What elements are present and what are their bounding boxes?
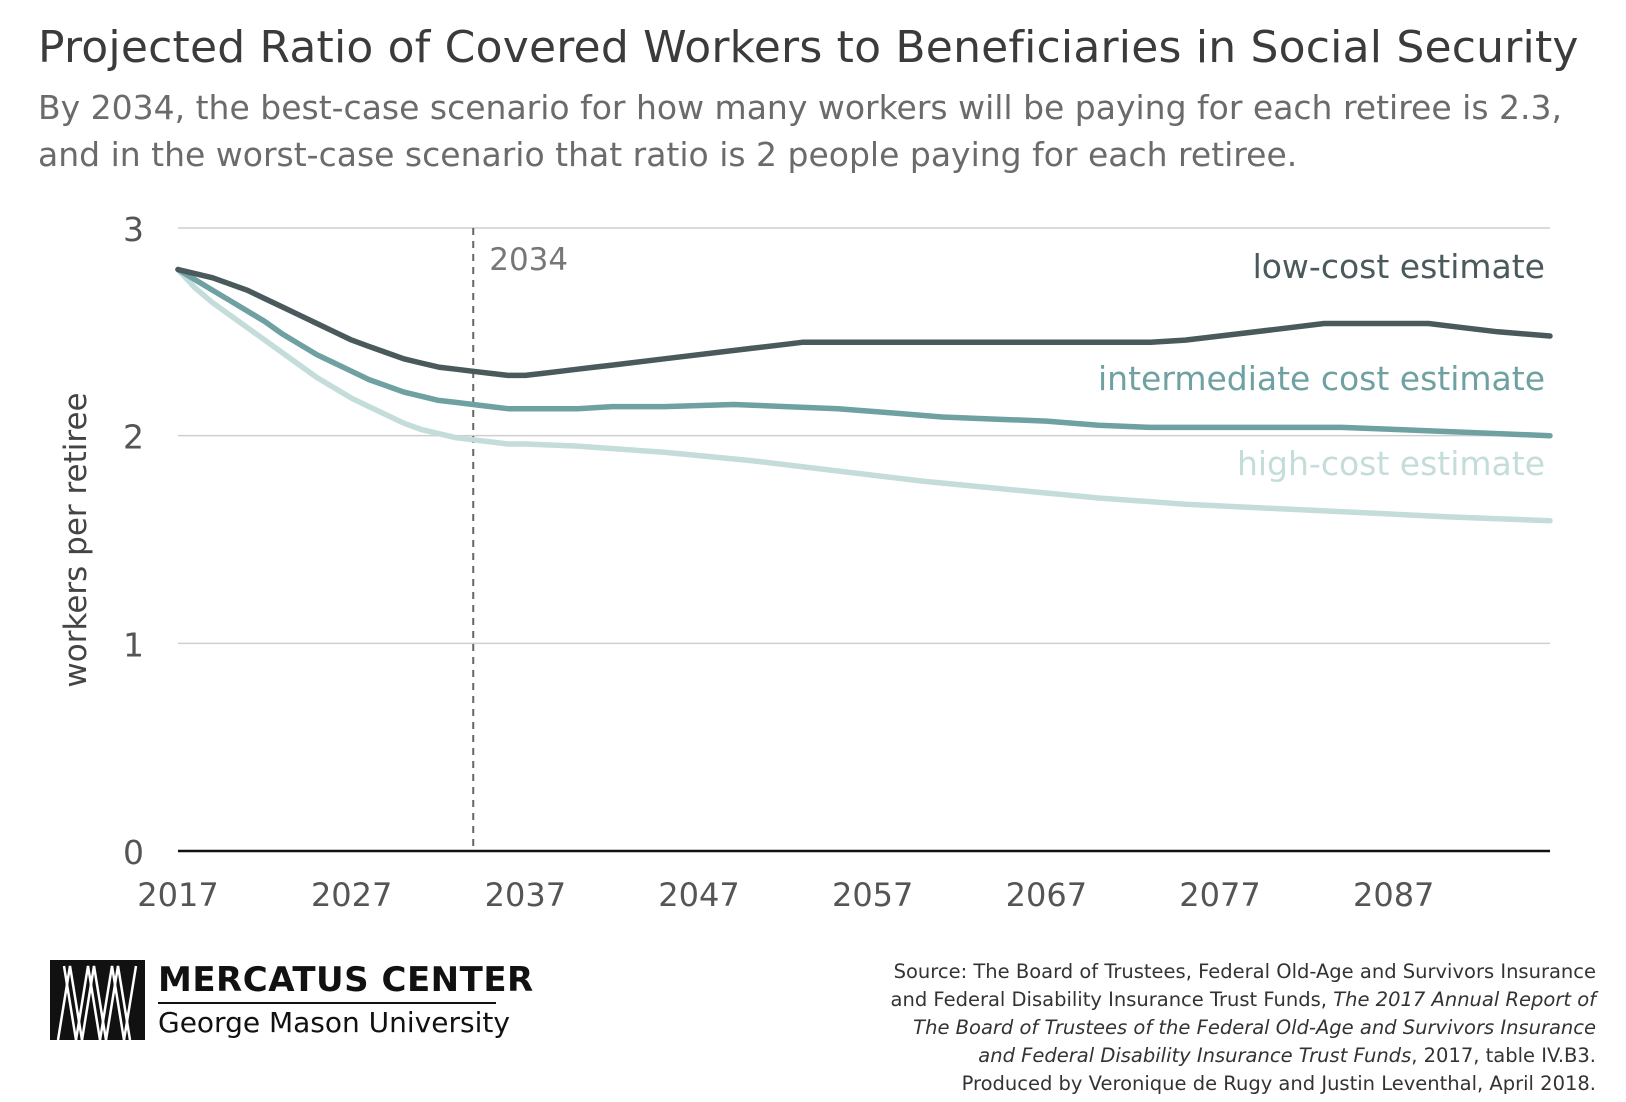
series-label: intermediate cost estimate	[1098, 359, 1545, 398]
logo-divider	[158, 1002, 496, 1004]
x-tick-label: 2057	[832, 876, 913, 914]
logo-name: MERCATUS CENTER	[158, 960, 534, 1000]
annotation-label: 2034	[489, 242, 568, 278]
source-line-2-italic: The 2017 Annual Report of	[1333, 988, 1596, 1011]
source-line-4-plain: , 2017, table IV.B3.	[1411, 1044, 1596, 1067]
series-label: low-cost estimate	[1253, 247, 1545, 286]
source-line-4-italic: and Federal Disability Insurance Trust F…	[978, 1044, 1412, 1067]
source-line-2: and Federal Disability Insurance Trust F…	[696, 986, 1596, 1014]
x-axis-ticks: 2017 2027 2037 2047 2057 2067 2077 2087	[137, 876, 1434, 914]
y-tick-label: 2	[123, 418, 144, 457]
series-line-2	[175, 266, 1553, 439]
series-lines	[175, 266, 1553, 524]
source-line-5: Produced by Veronique de Rugy and Justin…	[961, 1072, 1596, 1095]
y-tick-label: 3	[123, 210, 144, 249]
source-line-3: The Board of Trustees of the Federal Old…	[696, 1014, 1596, 1042]
x-tick-label: 2087	[1353, 876, 1434, 914]
source-line-4: and Federal Disability Insurance Trust F…	[696, 1042, 1596, 1070]
y-tick-label: 1	[123, 625, 144, 664]
series-labels: low-cost estimate intermediate cost estim…	[1098, 247, 1545, 483]
mercatus-logo-mark-icon	[50, 960, 145, 1040]
chart-title: Projected Ratio of Covered Workers to Be…	[38, 22, 1579, 73]
y-axis-label: workers per retiree	[58, 392, 94, 687]
series-line-1	[175, 266, 1553, 379]
x-tick-label: 2067	[1006, 876, 1087, 914]
series-line-3	[175, 266, 1553, 524]
source-line-2-plain: and Federal Disability Insurance Trust F…	[890, 988, 1334, 1011]
x-tick-label: 2027	[311, 876, 392, 914]
source-note: Source: The Board of Trustees, Federal O…	[696, 958, 1596, 1098]
y-axis-ticks: 0 1 2 3	[123, 210, 144, 872]
source-line-3-italic: The Board of Trustees of the Federal Old…	[913, 1016, 1596, 1039]
x-tick-label: 2037	[485, 876, 566, 914]
series-label: high-cost estimate	[1237, 444, 1545, 483]
chart-subtitle: By 2034, the best-case scenario for how …	[38, 88, 1562, 174]
y-tick-label: 0	[123, 833, 144, 872]
gridlines	[178, 227, 1550, 853]
source-line-1: Source: The Board of Trustees, Federal O…	[893, 960, 1596, 983]
x-tick-label: 2017	[137, 876, 218, 914]
annotation: 2034	[472, 228, 568, 851]
x-tick-label: 2047	[658, 876, 739, 914]
logo-subtitle: George Mason University	[158, 1006, 510, 1039]
mercatus-logo: MERCATUS CENTER George Mason University	[50, 960, 533, 1040]
line-chart: 0 1 2 3 2017 2027 2037 2047 2057 2067 2077 2087 20…	[58, 210, 1553, 914]
x-tick-label: 2077	[1179, 876, 1260, 914]
